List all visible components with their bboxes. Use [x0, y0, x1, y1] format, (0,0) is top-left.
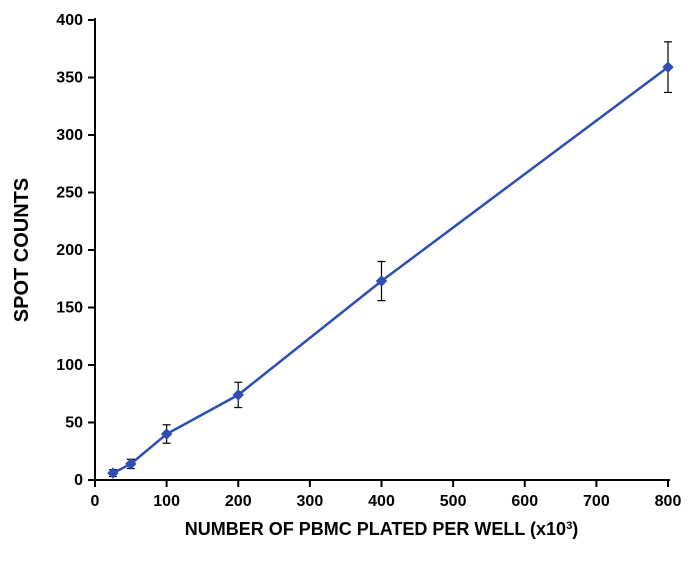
y-axis-label: SPOT COUNTS — [11, 178, 33, 322]
x-tick-label: 400 — [368, 493, 395, 510]
spot-counts-chart: 0 100 200 300 400 500 600 700 800 0 50 100 150 200 250… — [0, 0, 688, 566]
x-tick-label: 100 — [153, 493, 180, 510]
x-axis-label: NUMBER OF PBMC PLATED PER WELL (x103) — [185, 519, 579, 539]
x-tick-label: 200 — [225, 493, 252, 510]
chart-container: 0 100 200 300 400 500 600 700 800 0 50 100 150 200 250… — [0, 0, 688, 566]
series-line — [113, 67, 668, 473]
y-tick-label: 400 — [56, 12, 83, 29]
x-tick-label: 0 — [91, 493, 100, 510]
y-tick-label: 200 — [56, 242, 83, 259]
y-tick-label: 50 — [65, 415, 83, 432]
x-tick-label: 800 — [655, 493, 682, 510]
y-tick-label: 100 — [56, 357, 83, 374]
x-tick-label: 300 — [297, 493, 324, 510]
x-tick-label: 700 — [583, 493, 610, 510]
y-tick-label: 0 — [74, 472, 83, 489]
x-tick-label: 500 — [440, 493, 467, 510]
y-tick-label: 250 — [56, 185, 83, 202]
y-tick-label: 350 — [56, 70, 83, 87]
y-tick-label: 150 — [56, 300, 83, 317]
y-tick-label: 300 — [56, 127, 83, 144]
x-tick-label: 600 — [511, 493, 538, 510]
